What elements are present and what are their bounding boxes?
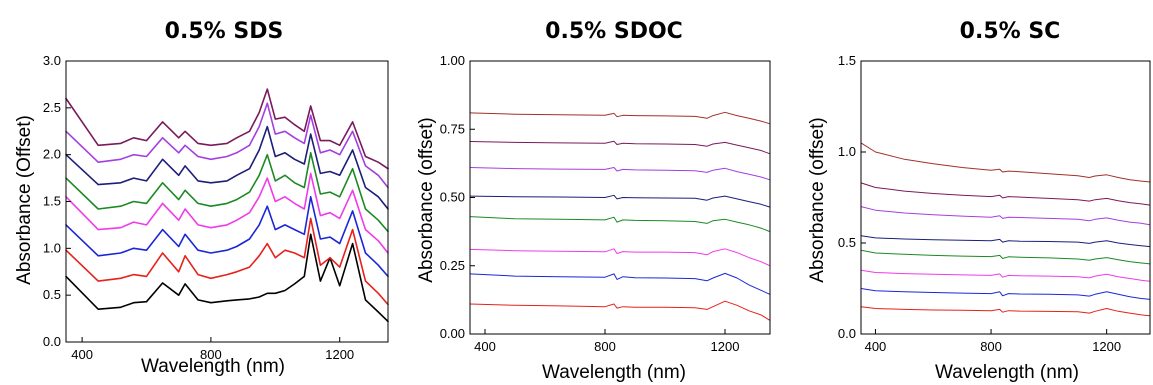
series-line-7 bbox=[469, 140, 771, 155]
plot-frame bbox=[860, 60, 1151, 335]
panel-sc: 0.5% SC Absorbance (offset) Wavelength (… bbox=[807, 19, 1151, 383]
x-tick-label: 800 bbox=[980, 339, 1002, 354]
y-axis-label: Absorbance (offset) bbox=[807, 117, 828, 282]
series-line-4 bbox=[65, 172, 389, 254]
series-line-6 bbox=[65, 125, 389, 210]
series-line-2 bbox=[860, 288, 1151, 300]
y-tick-label: 0.0 bbox=[838, 326, 856, 341]
x-axis-label: Wavelength (nm) bbox=[542, 362, 686, 383]
series-line-8 bbox=[65, 88, 389, 170]
series-line-7 bbox=[65, 102, 389, 189]
y-tick-label: 0.5 bbox=[838, 235, 856, 250]
y-tick-label: 0.0 bbox=[43, 334, 61, 349]
series-line-3 bbox=[469, 248, 771, 267]
y-tick-label: 0.75 bbox=[440, 121, 465, 136]
y-tick-label: 2.0 bbox=[43, 147, 61, 162]
panel-title: 0.5% SC bbox=[960, 19, 1061, 44]
series-line-5 bbox=[469, 194, 771, 208]
series-line-6 bbox=[860, 206, 1151, 226]
series-line-8 bbox=[469, 111, 771, 125]
series-line-1 bbox=[860, 306, 1151, 317]
x-tick-label: 1200 bbox=[1092, 339, 1121, 354]
series-line-7 bbox=[860, 182, 1151, 206]
y-tick-label: 1.0 bbox=[43, 240, 61, 255]
y-tick-label: 0.5 bbox=[43, 287, 61, 302]
x-tick-label: 400 bbox=[474, 339, 496, 354]
y-tick-label: 3.0 bbox=[43, 53, 61, 68]
y-tick-label: 1.0 bbox=[838, 144, 856, 159]
x-tick-label: 800 bbox=[200, 347, 222, 362]
y-tick-label: 2.5 bbox=[43, 100, 61, 115]
panel-sdoc: 0.5% SDOC Absorbance (offset) Wavelength… bbox=[416, 19, 771, 383]
x-tick-label: 1200 bbox=[711, 339, 740, 354]
series-line-8 bbox=[860, 142, 1151, 183]
series-line-4 bbox=[469, 216, 771, 233]
series-line-4 bbox=[860, 249, 1151, 265]
y-tick-label: 1.00 bbox=[440, 53, 465, 68]
x-axis-label: Wavelength (nm) bbox=[141, 356, 285, 377]
panel-title: 0.5% SDOC bbox=[545, 19, 683, 44]
plot-frame bbox=[469, 60, 771, 335]
y-tick-label: 0.25 bbox=[440, 258, 465, 273]
x-axis-label: Wavelength (nm) bbox=[935, 362, 1079, 383]
series-line-1 bbox=[65, 233, 389, 323]
y-axis-label: Absorbance (offset) bbox=[416, 117, 437, 282]
series-line-1 bbox=[469, 300, 771, 321]
y-tick-label: 1.5 bbox=[43, 194, 61, 209]
series-line-2 bbox=[469, 272, 771, 295]
panel-sds: 0.5% SDS Absorbance (Offset) Wavelength … bbox=[14, 19, 389, 377]
x-tick-label: 800 bbox=[594, 339, 616, 354]
series-line-3 bbox=[860, 269, 1151, 282]
y-tick-label: 0.00 bbox=[440, 326, 465, 341]
series-line-3 bbox=[65, 196, 389, 278]
x-tick-label: 400 bbox=[71, 347, 93, 362]
panel-title: 0.5% SDS bbox=[165, 19, 284, 44]
y-axis-label: Absorbance (Offset) bbox=[14, 115, 35, 285]
series-line-5 bbox=[860, 235, 1151, 248]
plot-frame bbox=[65, 60, 389, 343]
x-tick-label: 1200 bbox=[325, 347, 354, 362]
y-tick-label: 1.5 bbox=[838, 53, 856, 68]
y-tick-label: 0.50 bbox=[440, 190, 465, 205]
series-line-6 bbox=[469, 167, 771, 181]
x-tick-label: 400 bbox=[865, 339, 887, 354]
series-line-5 bbox=[65, 152, 389, 233]
series-line-2 bbox=[65, 217, 389, 306]
